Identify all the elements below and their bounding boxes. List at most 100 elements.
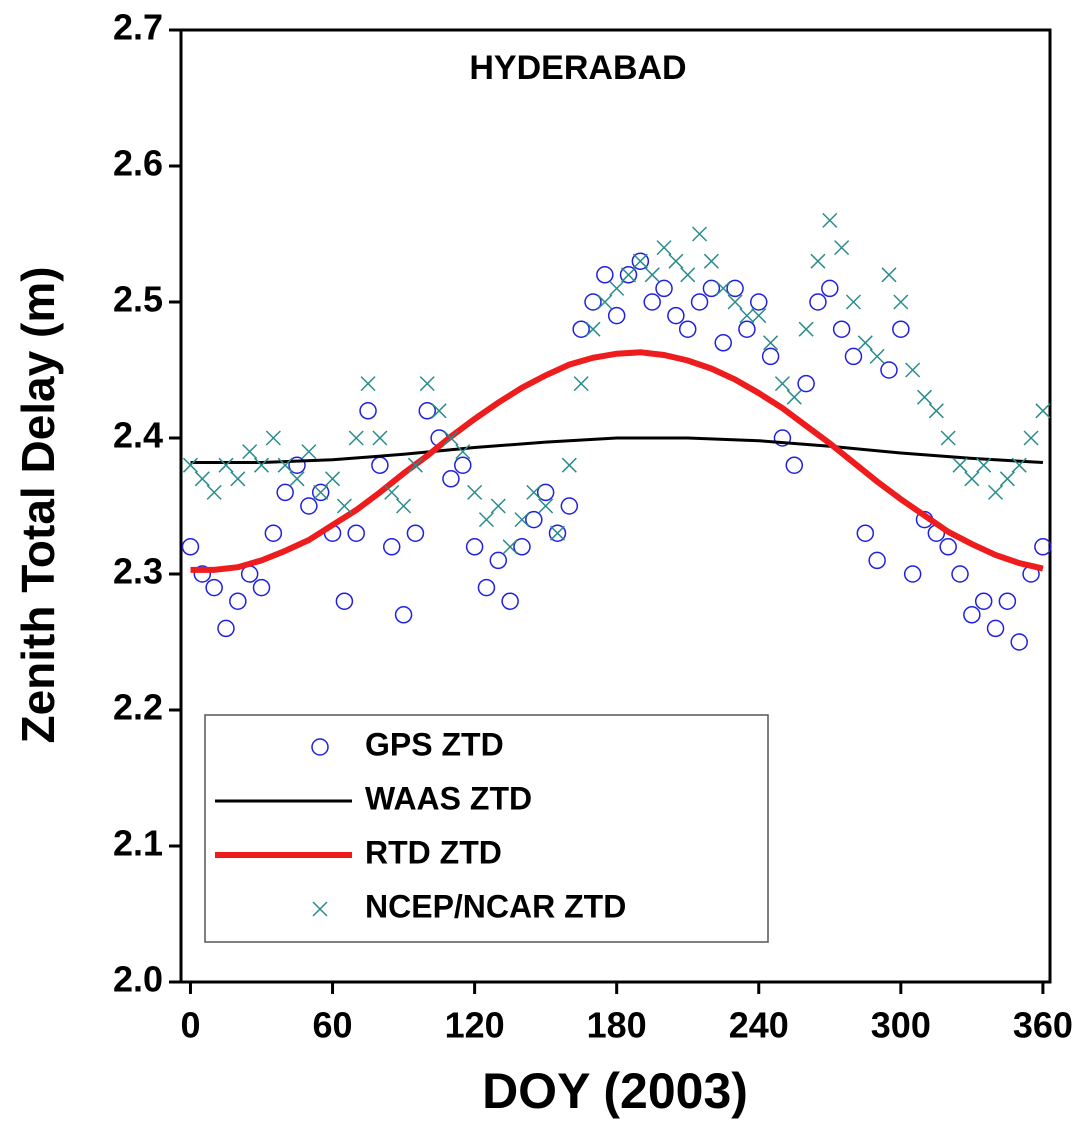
y-tick-label: 2.1 (113, 823, 163, 864)
gps-point (359, 402, 377, 420)
gps-point (572, 320, 590, 338)
ncep-point (632, 253, 648, 269)
ncep-point (538, 498, 554, 514)
x-tick-label: 120 (445, 1005, 505, 1046)
gps-point (371, 456, 389, 474)
ncep-point (277, 457, 293, 473)
y-tick-label: 2.0 (113, 959, 163, 1000)
gps-point (986, 619, 1005, 638)
ncep-point (455, 444, 471, 460)
ncep-point (561, 457, 577, 473)
gps-point (868, 551, 886, 570)
y-tick-label: 2.4 (113, 415, 163, 456)
ncep-point (419, 376, 435, 392)
gps-point (311, 483, 330, 502)
y-tick-label: 2.7 (113, 7, 163, 48)
y-tick-label: 2.2 (113, 687, 163, 728)
legend-label: WAAS ZTD (365, 780, 532, 816)
legend-box (204, 714, 769, 943)
legend-label: GPS ZTD (365, 726, 504, 762)
ncep-point (739, 308, 755, 324)
ncep-point (206, 484, 222, 500)
gps-point (631, 252, 650, 270)
gps-point (264, 524, 283, 542)
gps-point (347, 524, 365, 542)
ncep-point (325, 471, 341, 487)
gps-point (442, 470, 460, 488)
ncep-point (715, 280, 731, 296)
ncep-point (301, 444, 317, 460)
ncep-point (916, 389, 933, 405)
ncep-point (396, 498, 412, 514)
ncep-point (822, 212, 838, 228)
ncep-point (644, 267, 660, 283)
ncep-point (443, 430, 459, 446)
legend-marker (311, 738, 329, 756)
gps-point (892, 320, 910, 338)
ncep-point (952, 457, 968, 473)
ncep-point (253, 457, 270, 473)
ncep-point (656, 240, 672, 256)
ncep-point (526, 484, 542, 500)
gps-point (1010, 633, 1028, 651)
ncep-point (774, 376, 790, 392)
ncep-point (265, 430, 281, 446)
ncep-point (964, 471, 980, 487)
gps-point (454, 456, 472, 474)
ncep-point (857, 335, 873, 351)
gps-point (821, 279, 839, 298)
gps-point (229, 592, 247, 610)
gps-point (643, 293, 661, 311)
gps-point (702, 279, 721, 298)
gps-point (300, 497, 318, 515)
gps-point (513, 538, 531, 556)
gps-point (785, 456, 804, 474)
y-tick-label: 2.6 (113, 143, 163, 184)
x-tick-label: 240 (729, 1005, 789, 1046)
gps-point (335, 592, 354, 610)
ncep-point (692, 226, 708, 242)
x-tick-label: 180 (587, 1005, 647, 1046)
gps-point (560, 497, 579, 515)
ncep-point (751, 308, 767, 324)
gps-point (773, 429, 792, 447)
ncep-point (845, 294, 861, 310)
ncep-point (976, 457, 992, 473)
gps-point (596, 266, 614, 284)
ncep-point (1035, 403, 1051, 419)
ncep-point (336, 498, 352, 514)
gps-point (548, 524, 567, 542)
gps-point (903, 565, 922, 583)
gps-point (382, 538, 401, 556)
ncep-point (999, 471, 1015, 487)
gps-point (963, 606, 981, 624)
ncep-point (905, 362, 921, 378)
ncep-point (289, 471, 305, 487)
gps-point (536, 483, 555, 502)
y-axis-label: Zenith Total Delay (m) (12, 266, 64, 743)
ncep-point (680, 267, 696, 283)
gps-point (193, 565, 212, 583)
ncep-point (348, 430, 364, 446)
gps-point (584, 293, 602, 311)
ncep-point (893, 294, 909, 310)
ncep-point (218, 457, 234, 473)
ncep-point (478, 512, 494, 528)
legend-label: NCEP/NCAR ZTD (365, 888, 626, 924)
ncep-point (940, 430, 956, 446)
ncep-point (620, 267, 637, 283)
gps-point (181, 538, 200, 556)
ncep-point (703, 253, 719, 269)
gps-point (205, 578, 223, 597)
ncep-point (585, 321, 601, 337)
ncep-point (834, 240, 850, 256)
ncep-point (242, 444, 258, 460)
ncep-point (668, 253, 684, 269)
y-tick-label: 2.3 (113, 551, 163, 592)
gps-point (856, 524, 875, 542)
ncep-point (881, 267, 897, 283)
gps-point (1034, 538, 1052, 556)
ncep-point (798, 321, 814, 337)
gps-point (655, 279, 673, 298)
